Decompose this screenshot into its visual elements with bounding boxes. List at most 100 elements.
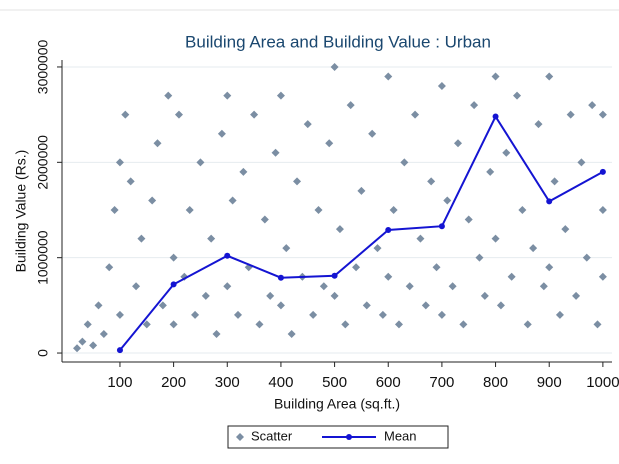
scatter-point [598,205,607,214]
scatter-point [545,263,554,272]
scatter-point [539,282,548,291]
scatter-point [437,310,446,319]
scatter-point [73,344,82,353]
scatter-point [507,272,516,281]
scatter-point [319,282,328,291]
scatter-point [545,72,554,81]
scatter-point [566,110,575,119]
y-tick-label: 1000000 [35,230,51,285]
scatter-point [121,110,130,119]
scatter-point [201,291,210,300]
scatter-point [142,320,151,329]
mean-point [224,252,231,259]
scatter-point [325,139,334,148]
scatter-point [555,310,564,319]
mean-point [331,272,338,279]
legend-marker [236,433,244,441]
x-tick-label: 100 [107,374,132,391]
mean-point [546,198,553,205]
scatter-point [83,320,92,329]
x-tick-label: 1000 [586,374,619,391]
mean-line [119,114,604,351]
scatter-point [132,282,141,291]
scatter-point [335,225,344,234]
x-tick-label: 300 [215,374,240,391]
mean-point [385,227,392,234]
scatter-point [137,234,146,243]
scatter-point [523,320,532,329]
chart-title: Building Area and Building Value : Urban [185,32,491,51]
scatter-point [443,196,452,205]
mean-point [438,223,445,230]
y-tick-label: 3000000 [35,40,51,95]
scatter-point [593,320,602,329]
scatter-point [352,263,361,272]
scatter-point [115,310,124,319]
scatter-point [384,272,393,281]
x-axis-label: Building Area (sq.ft.) [274,396,400,412]
scatter-point [105,263,114,272]
scatter-point [260,215,269,224]
scatter-point [153,139,162,148]
scatter-point [496,301,505,310]
scatter-point [330,62,339,71]
scatter-point [486,167,495,176]
scatter-point [502,148,511,157]
scatter-point [432,263,441,272]
scatter-point [561,225,570,234]
scatter-point [491,234,500,243]
mean-point [116,347,123,354]
scatter-point [416,234,425,243]
scatter-point [384,72,393,81]
scatter-point [550,177,559,186]
scatter-point [405,282,414,291]
x-tick-label: 500 [322,374,347,391]
scatter-point [475,253,484,262]
scatter-point [598,272,607,281]
scatter-point [598,110,607,119]
scatter-point [276,301,285,310]
legend-label: Scatter [251,428,293,443]
scatter-point [582,253,591,262]
scatter-point [513,91,522,100]
scatter-point [518,205,527,214]
scatter-point [470,101,479,110]
scatter-point [271,148,280,157]
scatter-point [293,177,302,186]
x-tick-label: 400 [268,374,293,391]
scatter-point [234,310,242,319]
mean-point [492,113,499,120]
scatter-point [191,310,200,319]
scatter-point [378,310,387,319]
scatter-point [282,244,291,253]
scatter-point [78,337,87,346]
scatter-point [266,291,275,300]
scatter-point [94,301,103,310]
scatter-point [228,196,237,205]
scatter-point [223,91,232,100]
scatter-point [400,158,409,167]
scatter-point [421,301,430,310]
scatter-point [491,72,500,81]
scatter-point [185,205,194,214]
y-axis-label: Building Value (Rs.) [13,150,29,273]
scatter-point [148,196,157,205]
scatter-point [169,320,178,329]
scatter-point [212,329,221,338]
scatter-point [437,82,446,91]
scatter-point [287,329,296,338]
y-tick-label: 2000000 [35,135,51,190]
scatter-point [89,341,98,350]
scatter-point [309,310,318,319]
y-tick-label: 0 [35,349,51,357]
scatter-point [164,91,173,100]
mean-point [170,281,177,288]
scatter-point [373,244,382,253]
scatter-point [126,177,135,186]
scatter-point [239,167,248,176]
scatter-point [169,253,178,262]
scatter-point [529,244,538,253]
scatter-point [196,158,205,167]
scatter-point [588,101,597,110]
